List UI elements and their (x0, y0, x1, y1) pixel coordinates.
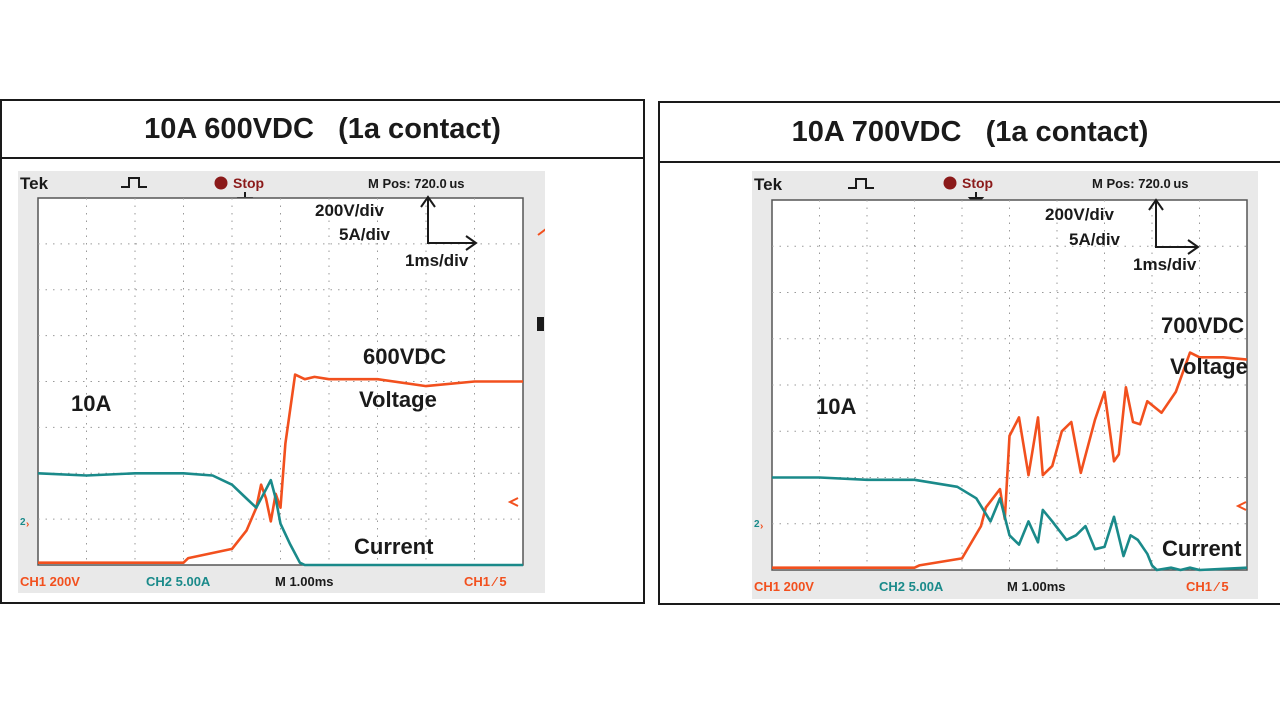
trace-ch1 (772, 351, 1248, 570)
scope-state: Stop (233, 175, 264, 191)
scale-volt: 200V/div (315, 201, 385, 220)
stop-indicator-icon (943, 176, 957, 190)
side-tab-marker (537, 317, 544, 331)
axes-arrow-icon (420, 195, 478, 251)
scope-mpos: M Pos: 720.0 us (1092, 176, 1189, 191)
scope-mpos: M Pos: 720.0 us (368, 176, 465, 191)
current-value-label: 10A (71, 391, 111, 416)
scale-time: 1ms/div (1133, 255, 1197, 274)
footer-ch1: CH1 200V (754, 579, 814, 594)
scope-screen: Tek Stop M Pos: 720.0 us 200V/div 5A/div… (20, 174, 545, 589)
scope-brand: Tek (754, 175, 783, 194)
scope-screen: Tek Stop M Pos: 720.0 us 200V/div 5A/div… (754, 175, 1248, 594)
ch2-ground-marker: 2 (754, 519, 760, 530)
plot-area (37, 197, 524, 567)
oscilloscope-600vdc: Tek Stop M Pos: 720.0 us 200V/div 5A/div… (18, 171, 545, 593)
voltage-label: Voltage (359, 387, 437, 412)
ch2-ground-marker: 2 (20, 517, 26, 528)
panel-title: 10A 600VDC (1a contact) (2, 101, 643, 159)
ch1-ground-marker: › (760, 521, 763, 532)
trigger-pulse-icon (121, 177, 147, 188)
ch1-level-marker-icon (1235, 501, 1247, 511)
footer-ch1: CH1 200V (20, 574, 80, 589)
footer-ch2: CH2 5.00A (146, 574, 211, 589)
current-label: Current (354, 534, 434, 559)
axes-arrow-icon (1148, 198, 1200, 255)
trace-ch2 (772, 476, 1248, 572)
trace-ch1 (38, 373, 523, 565)
scope-brand: Tek (20, 174, 49, 193)
trigger-pulse-icon (848, 178, 874, 189)
footer-trigger: CH1 ∕ 5 (464, 574, 507, 589)
footer-trigger: CH1 ∕ 5 (1186, 579, 1229, 594)
stop-indicator-icon (214, 176, 228, 190)
voltage-value-label: 700VDC (1161, 313, 1244, 338)
footer-time: M 1.00ms (275, 574, 334, 589)
footer-ch2: CH2 5.00A (879, 579, 944, 594)
voltage-label: Voltage (1170, 354, 1248, 379)
panel-title: 10A 700VDC (1a contact) (660, 103, 1280, 163)
current-label: Current (1162, 536, 1242, 561)
voltage-value-label: 600VDC (363, 344, 446, 369)
ch1-offscreen-marker-icon (537, 228, 545, 236)
scope-state: Stop (962, 175, 993, 191)
scale-time: 1ms/div (405, 251, 469, 270)
scale-amp: 5A/div (1069, 230, 1121, 249)
scale-amp: 5A/div (339, 225, 391, 244)
footer-time: M 1.00ms (1007, 579, 1066, 594)
ch1-ground-marker: › (26, 519, 29, 530)
plot-area (771, 199, 1248, 572)
oscilloscope-700vdc: Tek Stop M Pos: 720.0 us 200V/div 5A/div… (752, 171, 1258, 599)
trace-ch2 (37, 471, 523, 567)
scale-volt: 200V/div (1045, 205, 1115, 224)
current-value-label: 10A (816, 394, 856, 419)
ch1-level-marker-icon (507, 497, 519, 507)
